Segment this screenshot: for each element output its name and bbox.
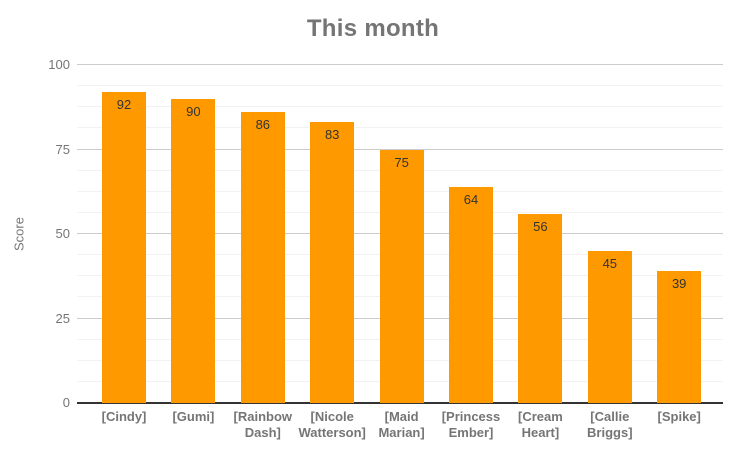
bar[interactable]: 64 <box>449 186 493 403</box>
x-axis-label: [Gumi] <box>172 409 215 424</box>
bar-value-label: 86 <box>255 117 271 133</box>
chart-title: This month <box>306 15 440 42</box>
bar-value-label: 90 <box>186 103 201 119</box>
x-axis-label: [Rainbow Dash] <box>233 409 293 440</box>
bar-value-label: 39 <box>671 276 687 292</box>
bar[interactable]: 86 <box>240 112 285 403</box>
x-axis-label: [Nicole Watterson] <box>298 409 366 440</box>
gridline-major <box>77 148 723 150</box>
y-axis-tick-label: 100 <box>48 57 70 72</box>
bar-value-label: 75 <box>394 154 409 170</box>
bar[interactable]: 90 <box>171 98 216 403</box>
gridline-minor <box>77 106 723 108</box>
bar-value-label: 92 <box>116 97 132 113</box>
bar[interactable]: 75 <box>379 149 424 403</box>
y-axis-tick-label: 0 <box>62 395 70 410</box>
gridline-minor <box>77 127 723 129</box>
bar-value-label: 83 <box>324 127 340 143</box>
bar-value-label: 56 <box>533 218 548 234</box>
bar[interactable]: 92 <box>102 92 146 403</box>
x-axis-baseline <box>77 402 723 404</box>
x-axis-label: [Spike] <box>657 409 701 424</box>
x-axis-label: [Cindy] <box>101 409 147 424</box>
x-axis-label: [Maid Marian] <box>378 409 425 440</box>
gridline-minor <box>77 85 723 87</box>
x-axis-label: [Cream Heart] <box>517 409 563 440</box>
x-axis: [Cindy] [Gumi] [Rainbow Dash] [Nicole Watte… <box>77 409 723 449</box>
gridline-major <box>77 64 723 65</box>
bar-value-label: 64 <box>463 191 479 207</box>
y-axis-tick-label: 75 <box>55 141 70 157</box>
y-axis-tick-label: 25 <box>55 310 70 326</box>
x-axis-label: [Callie Briggs] <box>587 409 633 440</box>
bar[interactable]: 39 <box>657 271 702 403</box>
bar[interactable]: 45 <box>587 250 632 403</box>
plot-area: 92 90 86 83 75 64 56 45 39 <box>77 64 723 404</box>
bar[interactable]: 83 <box>310 122 355 403</box>
x-axis-label: [Princess Ember] <box>441 409 501 440</box>
y-axis-tick-label: 50 <box>55 226 70 241</box>
bar[interactable]: 56 <box>518 213 563 403</box>
bar-value-label: 45 <box>602 255 618 271</box>
